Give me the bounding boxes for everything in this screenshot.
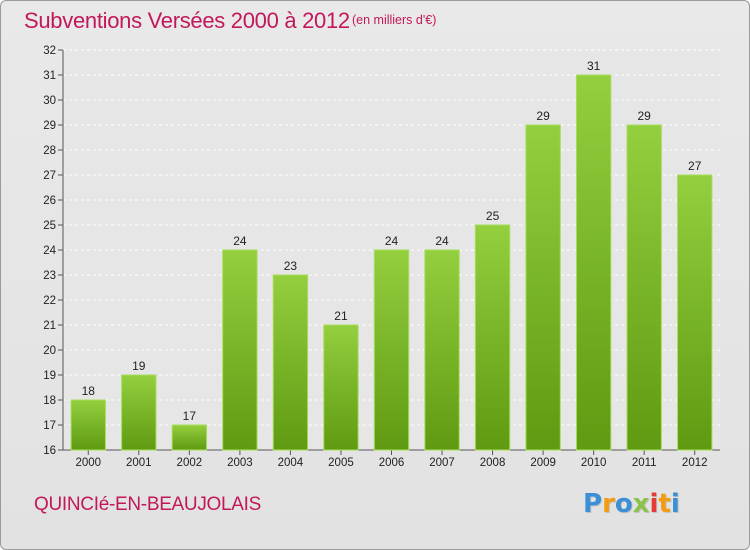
data-label: 29 <box>536 109 550 123</box>
y-tick-label: 25 <box>43 220 56 232</box>
bar <box>677 174 713 451</box>
bar <box>171 424 208 451</box>
data-label: 23 <box>284 259 298 273</box>
y-tick-label: 32 <box>43 45 56 57</box>
data-label: 21 <box>334 309 348 323</box>
labels: 16 17 18 19 20 21 22 23 24 25 26 27 28 29 30 31 32 18 2000… <box>43 45 707 469</box>
logo-letter: i <box>670 489 680 519</box>
proxiti-logo: Proxiti <box>583 489 680 519</box>
x-tick-label: 2000 <box>75 457 101 469</box>
y-tick-label: 30 <box>43 95 56 107</box>
logo-letter: i <box>649 489 659 519</box>
y-tick-label: 23 <box>43 270 56 282</box>
y-tick-label: 29 <box>43 120 56 132</box>
data-label: 31 <box>587 59 601 73</box>
x-tick-label: 2009 <box>530 457 556 469</box>
y-tick-label: 19 <box>43 370 56 382</box>
logo-letter: o <box>614 489 633 519</box>
bar <box>373 249 410 451</box>
data-label: 17 <box>183 409 197 423</box>
bar <box>272 274 309 451</box>
x-tick-label: 2010 <box>581 457 607 469</box>
y-tick-label: 27 <box>43 170 56 182</box>
y-tick-label: 31 <box>43 70 56 82</box>
bar <box>70 399 106 451</box>
bar <box>424 249 460 451</box>
bar <box>222 249 258 451</box>
y-tick-label: 18 <box>43 395 56 407</box>
x-tick-label: 2001 <box>126 457 152 469</box>
x-tick-label: 2012 <box>682 457 708 469</box>
y-tick-label: 26 <box>43 195 56 207</box>
x-tick-label: 2007 <box>429 457 455 469</box>
chart-subtitle: (en milliers d'€) <box>352 13 437 27</box>
x-tick-label: 2003 <box>227 457 253 469</box>
data-label: 29 <box>638 109 652 123</box>
logo-letter: P <box>583 489 603 519</box>
x-tick-label: 2011 <box>632 457 657 469</box>
y-tick-label: 28 <box>43 145 56 157</box>
town-name: QUINCIé-EN-BEAUJOLAIS <box>34 494 262 515</box>
y-tick-label: 17 <box>43 420 56 432</box>
y-tick-label: 20 <box>43 345 56 357</box>
bar <box>626 124 662 451</box>
data-label: 18 <box>82 384 96 398</box>
bar <box>575 74 612 451</box>
logo-letter: x <box>632 489 650 519</box>
x-tick-label: 2002 <box>177 457 203 469</box>
x-tick-label: 2008 <box>480 457 506 469</box>
data-label: 19 <box>132 359 146 373</box>
data-label: 27 <box>688 159 702 173</box>
data-label: 24 <box>233 234 247 248</box>
x-tick-label: 2005 <box>328 457 354 469</box>
x-tick-label: 2004 <box>278 457 304 469</box>
logo-letter: t <box>658 489 671 519</box>
bar <box>323 324 359 451</box>
bar <box>121 374 157 451</box>
y-tick-label: 21 <box>43 320 56 332</box>
chart-title: Subventions Versées 2000 à 2012 <box>24 8 350 33</box>
bars <box>70 74 713 451</box>
y-tick-label: 16 <box>43 445 56 457</box>
y-tick-label: 22 <box>43 295 56 307</box>
data-label: 24 <box>435 234 449 248</box>
data-label: 24 <box>385 234 399 248</box>
logo-letter: r <box>602 489 615 519</box>
x-tick-label: 2006 <box>379 457 405 469</box>
bar <box>525 124 561 451</box>
y-tick-label: 24 <box>43 245 56 257</box>
bar <box>474 224 511 451</box>
data-label: 25 <box>486 209 500 223</box>
